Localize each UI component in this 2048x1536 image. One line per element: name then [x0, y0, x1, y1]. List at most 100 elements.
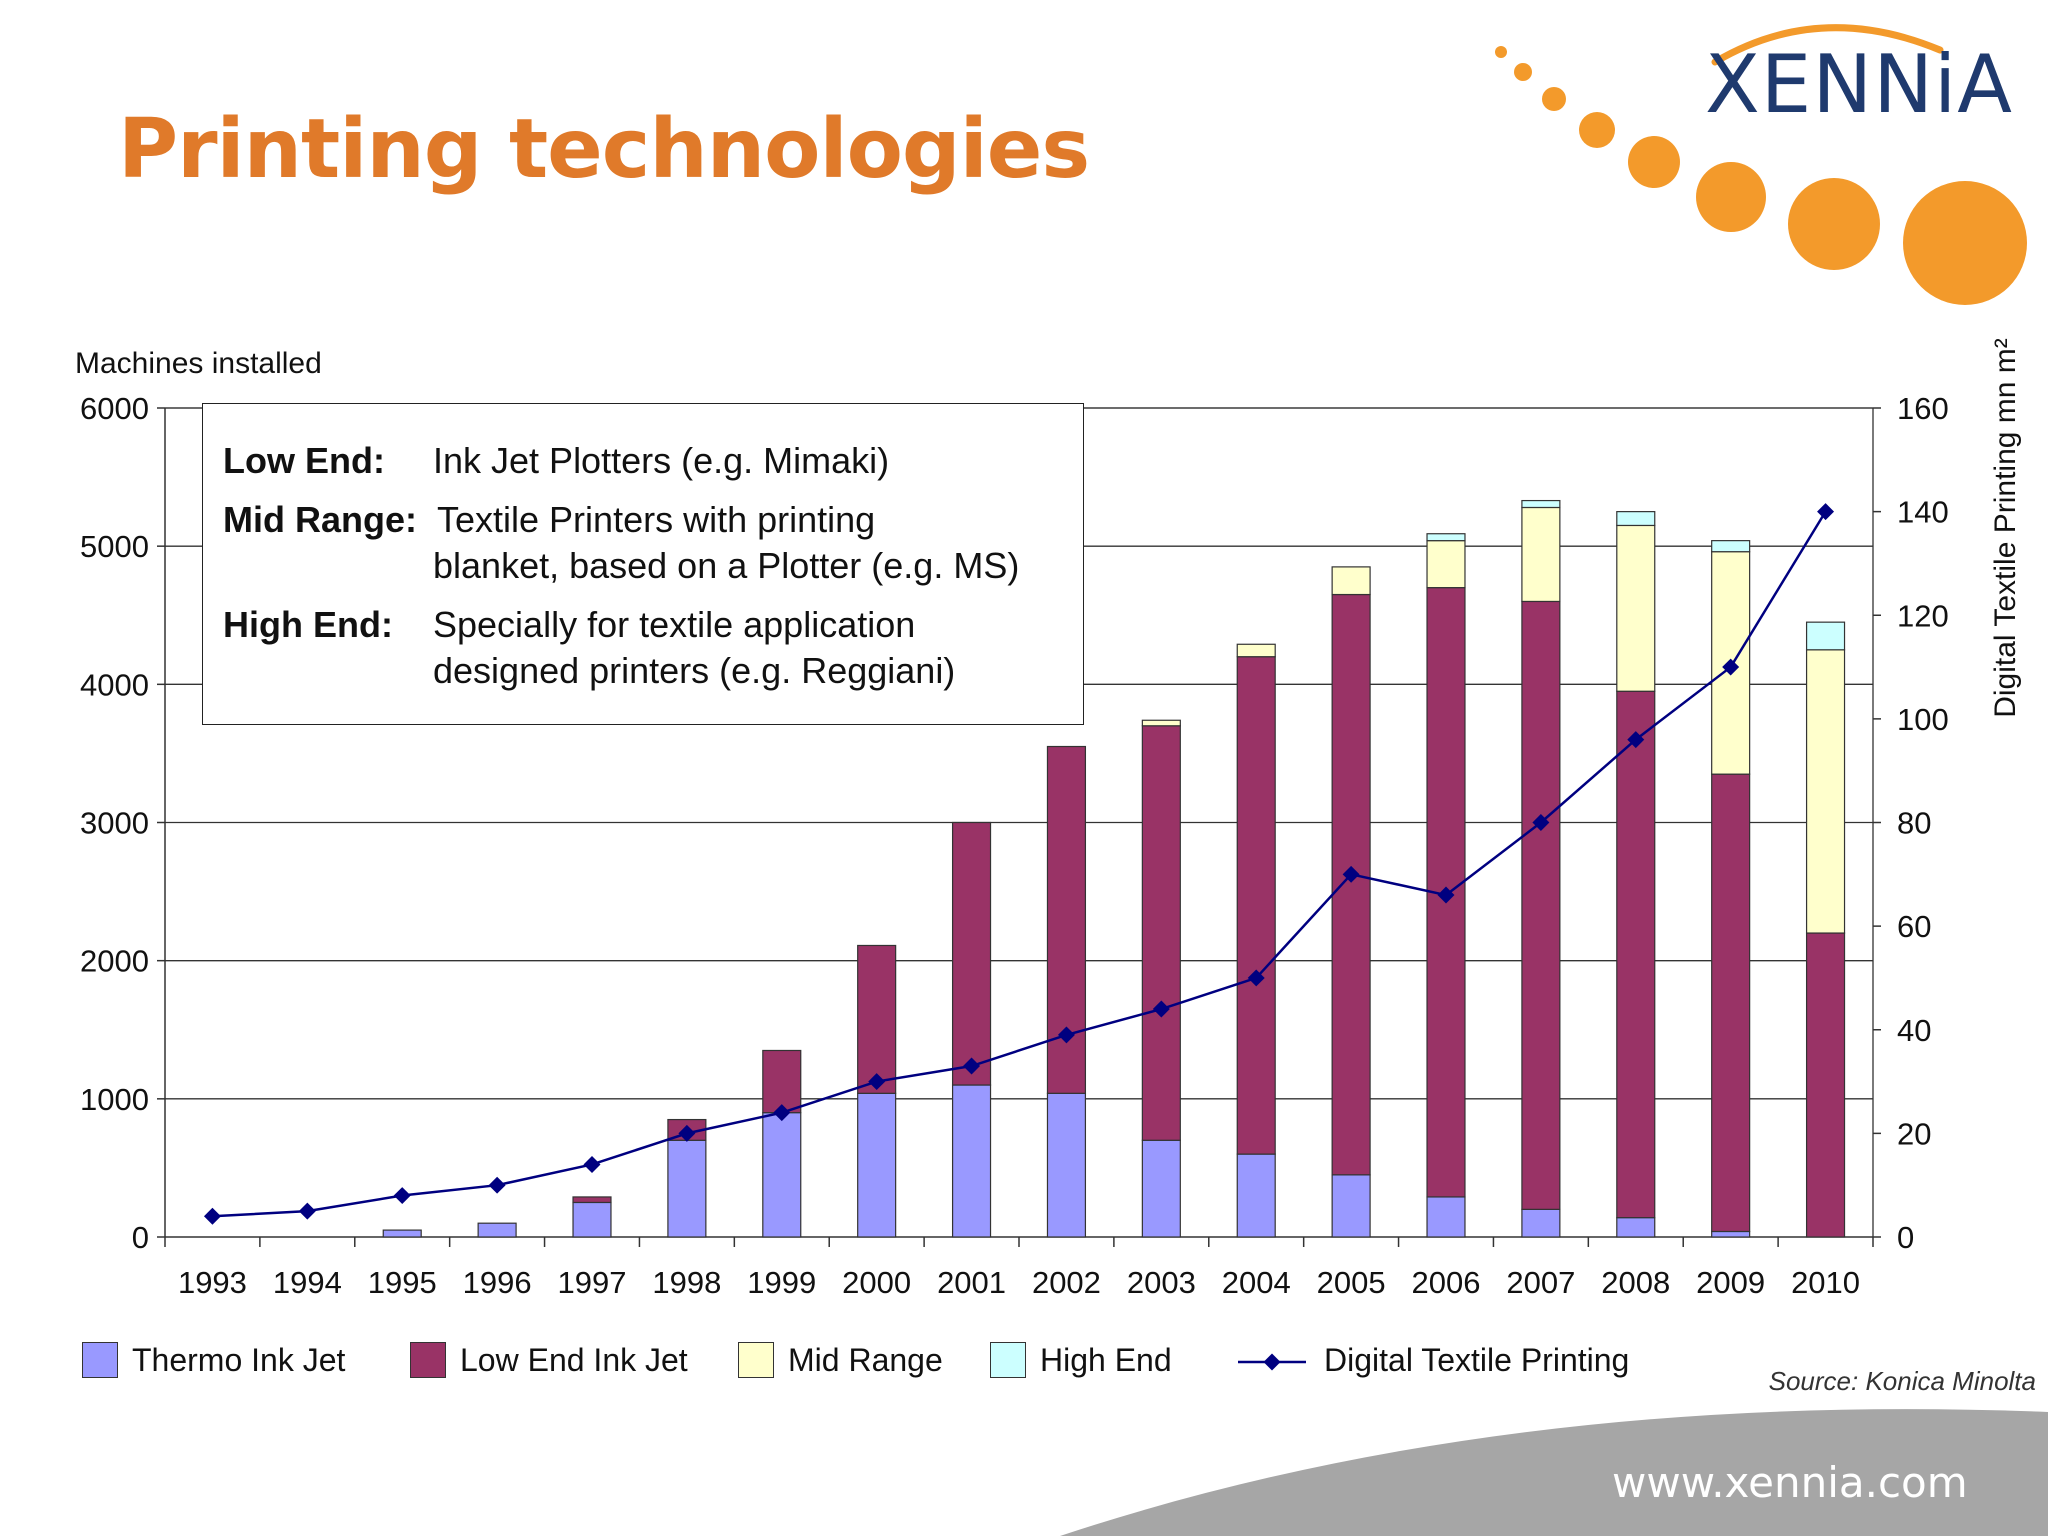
bar-segment [667, 1139, 707, 1238]
tier-definitions-box: Low End: Ink Jet Plotters (e.g. Mimaki) … [202, 403, 1084, 725]
right-axis-tick-label: 20 [1897, 1116, 1931, 1151]
bar-segment [1521, 600, 1561, 1210]
line-point-marker [298, 1202, 316, 1220]
left-axis-tick-label: 0 [132, 1220, 149, 1255]
legend-line-marker [1238, 1353, 1306, 1371]
bar-segment [1236, 1153, 1276, 1238]
right-axis-tick-label: 80 [1897, 806, 1931, 841]
bar-segment [1141, 1139, 1181, 1238]
logo-swoosh [1711, 24, 1944, 66]
x-axis-tick-label: 2006 [1412, 1265, 1481, 1300]
bar-segment [1711, 773, 1751, 1233]
line-point-marker [1247, 969, 1265, 987]
bar-segment [1141, 725, 1181, 1141]
x-axis-tick-label: 1997 [558, 1265, 627, 1300]
left-axis-tick-label: 2000 [80, 944, 149, 979]
right-axis-title: Digital Textile Printing mn m² [1989, 338, 2022, 718]
bar-segment [382, 1229, 422, 1238]
line-point-marker [678, 1124, 696, 1142]
bar-segment [1805, 649, 1846, 934]
right-axis-tick-label: 60 [1897, 909, 1931, 944]
x-axis-tick-label: 2004 [1222, 1265, 1291, 1300]
logo-dot [1788, 178, 1880, 270]
info-value: designed printers (e.g. Reggiani) [433, 650, 956, 691]
x-axis-tick-label: 2002 [1032, 1265, 1101, 1300]
x-axis-tick-label: 2007 [1506, 1265, 1575, 1300]
bar-segment [857, 944, 897, 1094]
line-point-marker [1152, 1000, 1170, 1018]
line-point-marker [1722, 658, 1740, 676]
line-point-marker [393, 1187, 411, 1205]
bar-segment [1046, 1092, 1087, 1238]
bar-segment [1426, 540, 1466, 589]
chart-legend: Thermo Ink Jet Low End Ink Jet Mid Range… [0, 1336, 2048, 1386]
bar-segment [951, 821, 992, 1086]
legend-swatch [738, 1342, 774, 1378]
line-point-marker [1437, 886, 1455, 904]
logo-dots [1495, 46, 2027, 305]
legend-label: Thermo Ink Jet [132, 1342, 346, 1378]
left-axis-tick-label: 3000 [80, 806, 149, 841]
legend-label: High End [1040, 1342, 1172, 1378]
x-axis-tick-label: 2000 [842, 1265, 911, 1300]
bar-segment [1805, 932, 1846, 1238]
right-axis-tick-label: 140 [1897, 495, 1949, 530]
footer-curve [1060, 1409, 2048, 1536]
slide-title: Printing technologies [118, 102, 1090, 197]
info-key: High End: [223, 604, 393, 645]
left-axis-tick-label: 4000 [80, 667, 149, 702]
right-axis-tick-label: 160 [1897, 391, 1949, 426]
x-axis-tick-label: 2001 [937, 1265, 1006, 1300]
bar-segment [762, 1112, 802, 1238]
x-axis-tick-label: 1999 [747, 1265, 816, 1300]
bar-segment [857, 1092, 897, 1238]
bar-segment [1616, 524, 1656, 692]
left-axis-title: Machines installed [75, 347, 322, 380]
line-point-marker [1627, 731, 1645, 749]
bar-segment [1521, 506, 1561, 603]
line-point-marker [1057, 1026, 1075, 1044]
legend-label: Digital Textile Printing [1324, 1342, 1630, 1378]
bar-segment [1426, 1196, 1466, 1238]
bar-segment [951, 1084, 992, 1238]
series-line [212, 510, 1827, 1218]
line-point-marker [868, 1073, 886, 1091]
line-point-marker [963, 1057, 981, 1075]
logo-dot [1628, 136, 1680, 188]
line-point-marker [1342, 865, 1360, 883]
info-value: Ink Jet Plotters (e.g. Mimaki) [433, 440, 890, 481]
legend-label: Mid Range [788, 1342, 943, 1378]
legend-swatch [82, 1342, 118, 1378]
bar-segment [1331, 1174, 1371, 1238]
left-axis-tick-label: 6000 [80, 391, 149, 426]
bar-segment [1141, 719, 1181, 727]
bar-segment [477, 1222, 517, 1238]
line-point-marker [488, 1176, 506, 1194]
logo-dot [1514, 63, 1532, 81]
legend-label: Low End Ink Jet [460, 1342, 688, 1378]
bar-segment [762, 1049, 802, 1114]
x-axis-tick-label: 1996 [463, 1265, 532, 1300]
logo-dot [1696, 162, 1766, 232]
bar-segment [1236, 643, 1276, 658]
source-note: Source: Konica Minolta [1768, 1366, 2036, 1396]
bar-segment [1521, 499, 1561, 509]
xennia-logo: XENNiA [1705, 38, 2013, 131]
bar-segment [1616, 1217, 1656, 1238]
right-axis-tick-label: 0 [1897, 1220, 1914, 1255]
bar-segment [1711, 1230, 1751, 1238]
x-axis-tick-label: 1995 [368, 1265, 437, 1300]
line-point-marker [203, 1207, 221, 1225]
left-axis-tick-label: 1000 [80, 1082, 149, 1117]
x-axis-tick-label: 1998 [652, 1265, 721, 1300]
right-axis-tick-label: 120 [1897, 598, 1949, 633]
info-key: Mid Range: [223, 499, 417, 540]
bar-segment [1331, 593, 1371, 1176]
bar-segment [1426, 533, 1466, 542]
info-value: blanket, based on a Plotter (e.g. MS) [433, 545, 1020, 586]
bar-segment [1616, 690, 1656, 1219]
legend-swatch [410, 1342, 446, 1378]
x-axis-tick-label: 2009 [1696, 1265, 1765, 1300]
